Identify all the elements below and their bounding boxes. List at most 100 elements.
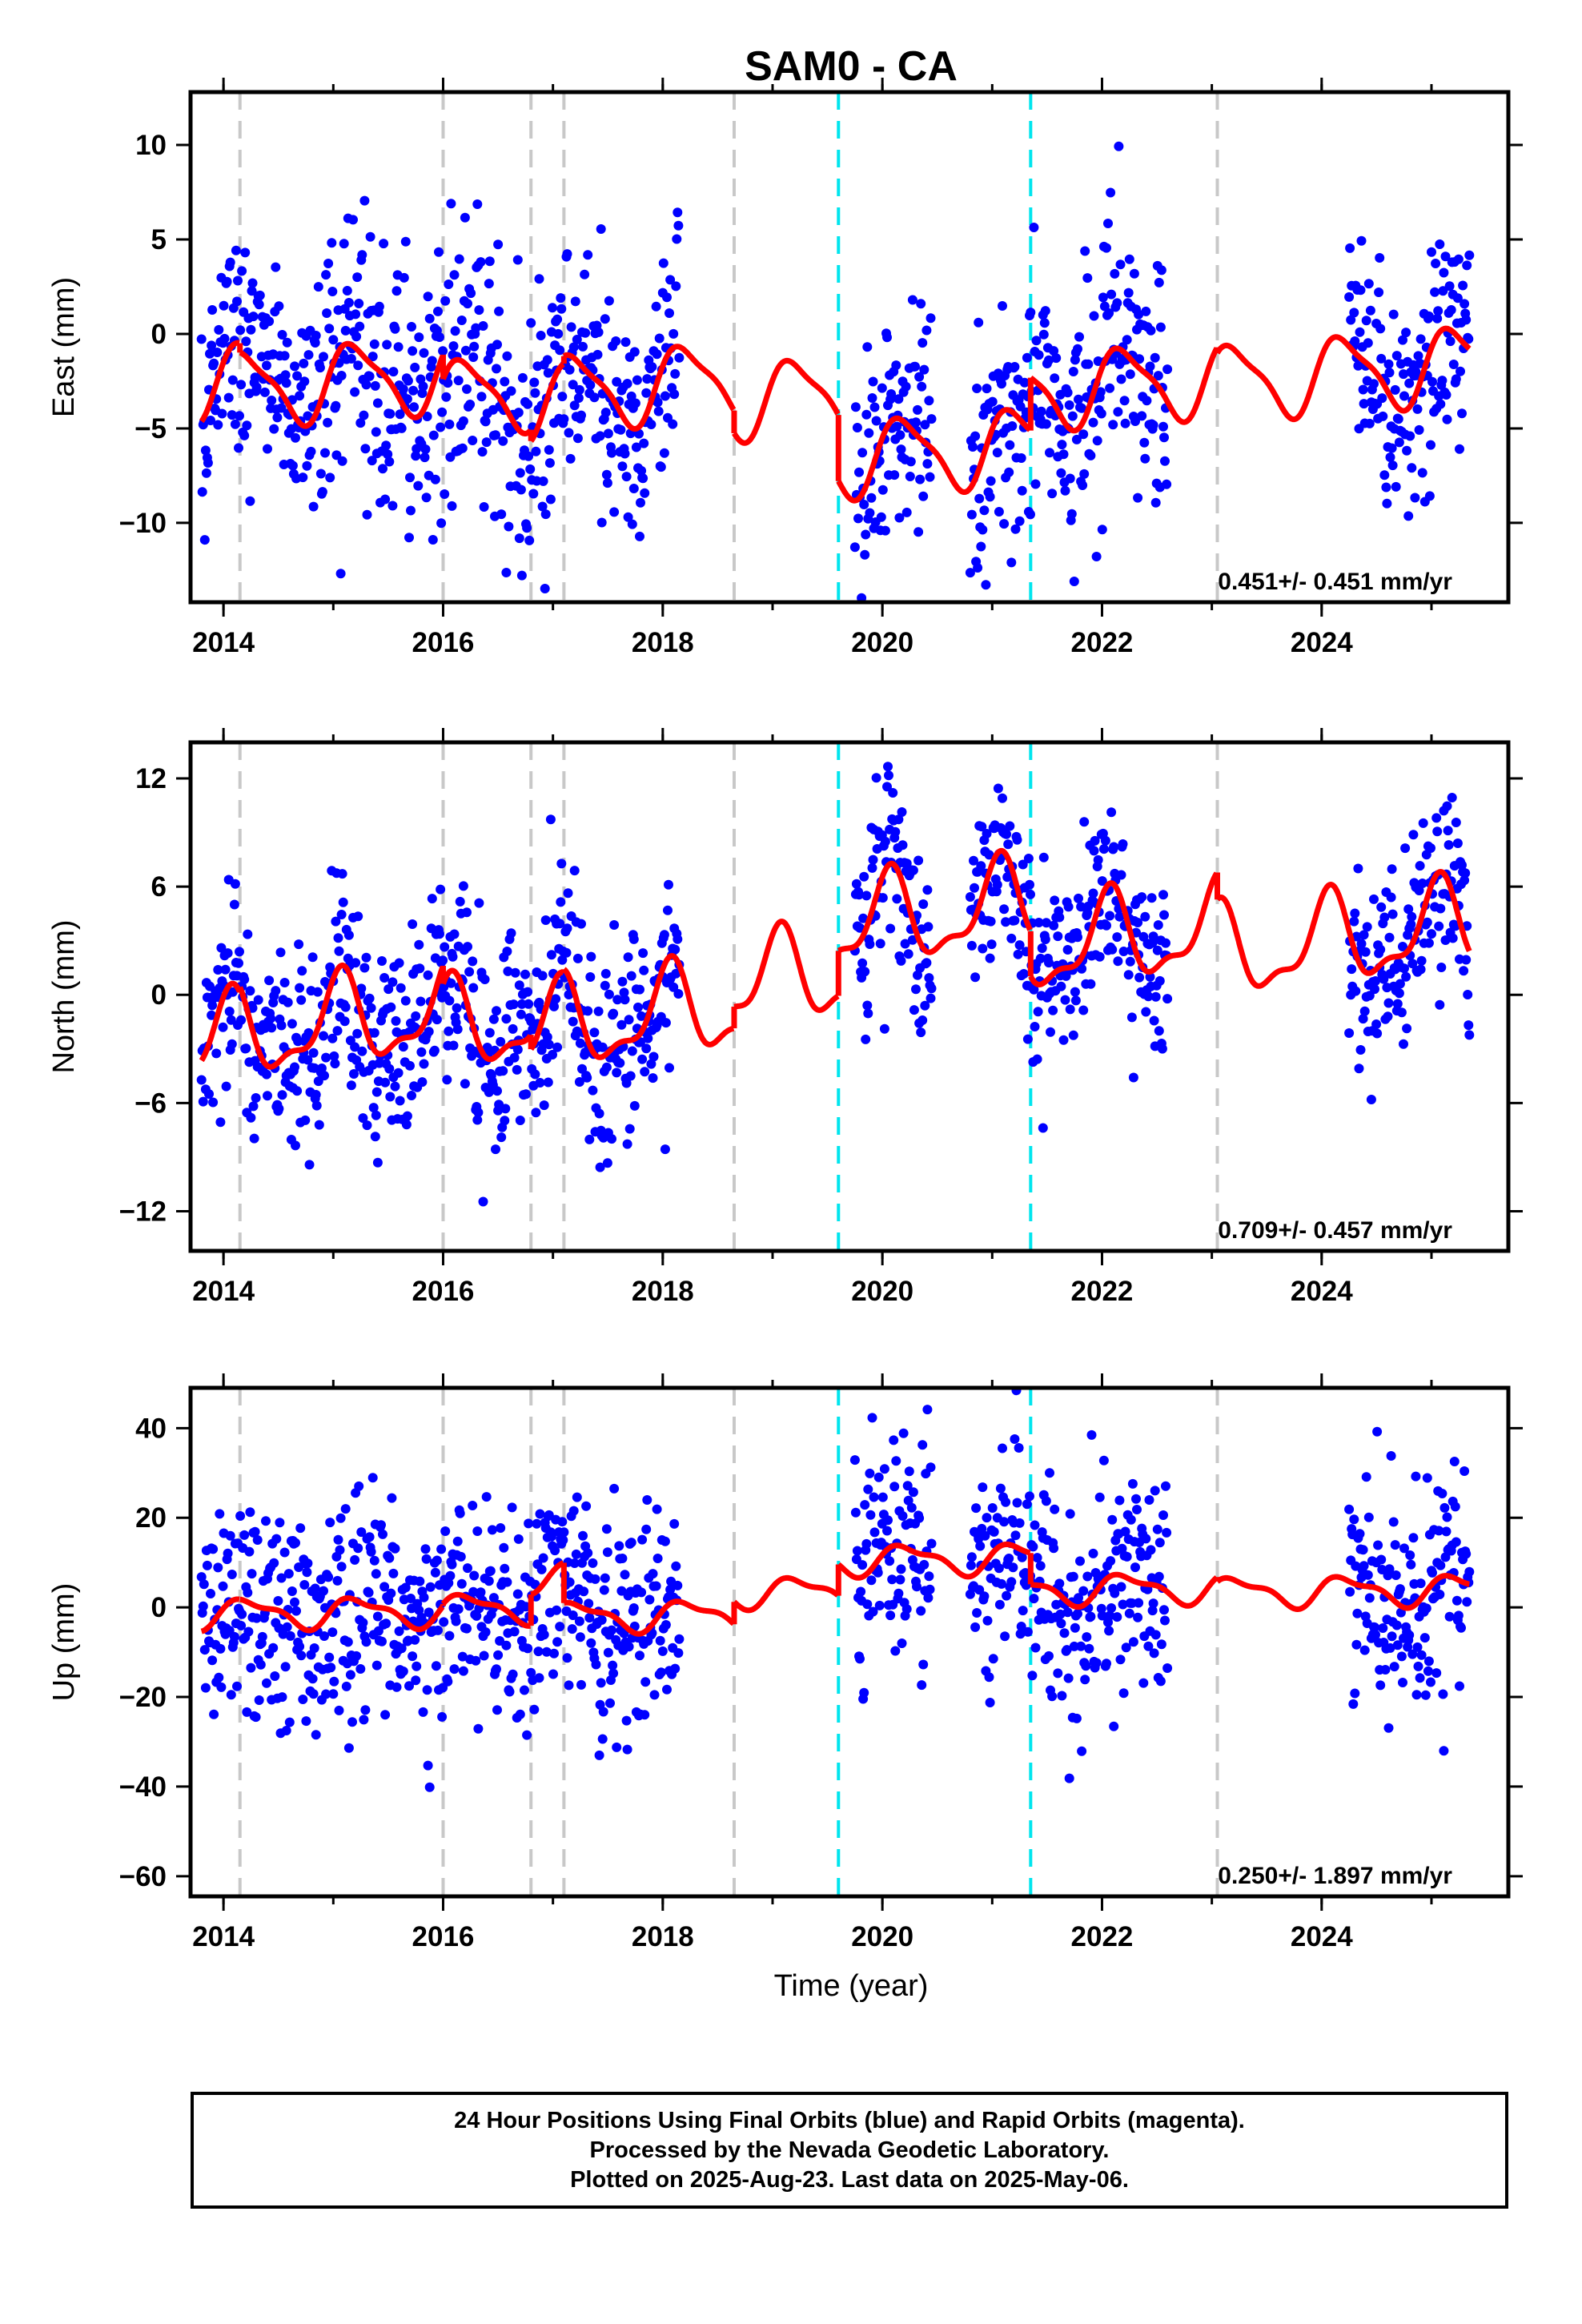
east-data-point bbox=[861, 529, 871, 540]
up-data-point bbox=[196, 1572, 207, 1582]
east-data-point bbox=[544, 444, 554, 455]
east-data-point bbox=[1071, 434, 1082, 444]
north-data-point bbox=[349, 1069, 359, 1079]
east-data-point bbox=[502, 351, 512, 361]
east-data-point bbox=[1078, 429, 1089, 440]
east-data-point bbox=[336, 371, 347, 380]
up-data-point bbox=[1146, 1545, 1156, 1555]
east-data-point bbox=[573, 393, 584, 403]
east-data-point bbox=[1464, 250, 1475, 260]
up-data-point bbox=[262, 1678, 271, 1688]
north-data-point bbox=[311, 1090, 321, 1100]
north-data-point bbox=[319, 1071, 329, 1081]
up-data-point bbox=[925, 1584, 935, 1594]
up-data-point bbox=[1391, 1620, 1402, 1630]
north-data-point bbox=[1415, 861, 1425, 871]
north-data-point bbox=[500, 1104, 511, 1114]
east-data-point bbox=[1431, 259, 1441, 268]
east-data-point bbox=[894, 513, 905, 523]
north-data-point bbox=[503, 966, 513, 976]
north-data-point bbox=[966, 940, 977, 951]
east-data-point bbox=[1401, 328, 1411, 338]
up-data-point bbox=[1070, 1622, 1080, 1633]
up-data-point bbox=[436, 1544, 447, 1554]
east-data-point bbox=[1137, 411, 1147, 421]
north-data-point bbox=[897, 840, 908, 850]
up-data-point bbox=[512, 1589, 523, 1599]
up-data-point bbox=[227, 1570, 237, 1579]
east-data-point bbox=[570, 296, 580, 307]
north-data-point bbox=[921, 958, 932, 968]
north-data-point bbox=[492, 1006, 501, 1016]
north-data-point bbox=[1427, 929, 1436, 939]
east-data-point bbox=[484, 256, 495, 267]
north-data-point bbox=[1094, 951, 1105, 962]
east-data-point bbox=[219, 333, 230, 344]
north-data-point bbox=[1050, 895, 1060, 906]
up-data-point bbox=[1404, 1630, 1415, 1640]
north-data-point bbox=[923, 922, 934, 932]
east-data-point bbox=[620, 337, 631, 348]
up-data-point bbox=[1456, 1622, 1466, 1633]
up-data-point bbox=[568, 1506, 579, 1516]
north-data-point bbox=[1133, 918, 1143, 927]
up-data-point bbox=[202, 1560, 212, 1570]
east-data-point bbox=[271, 262, 281, 272]
east-data-point bbox=[1439, 267, 1449, 278]
east-data-point bbox=[1122, 335, 1132, 345]
east-data-point bbox=[360, 444, 371, 454]
north-data-point bbox=[620, 995, 630, 1005]
north-data-point bbox=[343, 930, 354, 940]
east-data-point bbox=[230, 419, 240, 429]
east-data-point bbox=[585, 380, 596, 390]
east-data-point bbox=[905, 456, 916, 467]
up-data-point bbox=[546, 1531, 556, 1542]
up-data-point bbox=[1057, 1691, 1067, 1701]
north-data-point bbox=[568, 1016, 578, 1027]
north-data-point bbox=[1153, 920, 1163, 931]
up-data-point bbox=[421, 1554, 432, 1564]
north-data-point bbox=[1366, 1095, 1376, 1104]
north-data-point bbox=[296, 995, 307, 1005]
north-data-point bbox=[600, 968, 611, 979]
up-data-point bbox=[457, 1651, 468, 1662]
north-data-point bbox=[1353, 863, 1363, 874]
east-data-point bbox=[612, 376, 622, 387]
east-data-point bbox=[552, 314, 563, 324]
up-data-point bbox=[1438, 1689, 1448, 1699]
up-model-curve-segment bbox=[561, 1598, 737, 1637]
east-data-point bbox=[852, 423, 862, 432]
up-data-point bbox=[1427, 1567, 1437, 1578]
east-data-point bbox=[337, 456, 347, 466]
east-data-point bbox=[269, 424, 279, 434]
north-data-point bbox=[352, 1028, 363, 1039]
up-data-point bbox=[281, 1726, 291, 1735]
east-rate-annotation: 0.451+/- 0.451 mm/yr bbox=[1218, 569, 1452, 595]
up-data-point bbox=[496, 1523, 506, 1533]
east-data-point bbox=[322, 308, 332, 318]
north-data-point bbox=[371, 1087, 382, 1097]
east-data-point bbox=[660, 391, 670, 401]
east-data-point bbox=[327, 238, 337, 248]
up-data-point bbox=[239, 1530, 250, 1540]
east-data-point bbox=[251, 382, 262, 392]
east-data-point bbox=[444, 419, 455, 429]
up-data-point bbox=[1464, 1566, 1475, 1577]
north-data-point bbox=[506, 928, 516, 939]
east-data-point bbox=[367, 352, 378, 362]
north-data-point bbox=[484, 1087, 494, 1097]
up-data-point bbox=[603, 1647, 613, 1658]
north-data-point bbox=[395, 1096, 405, 1106]
east-data-point bbox=[440, 489, 450, 499]
north-data-point bbox=[514, 980, 524, 991]
east-data-point bbox=[339, 239, 349, 249]
north-data-point bbox=[401, 1120, 412, 1130]
north-data-point bbox=[423, 970, 433, 980]
north-data-point bbox=[290, 1062, 299, 1072]
up-data-point bbox=[1415, 1578, 1426, 1589]
east-x-tick-label: 2014 bbox=[192, 627, 255, 658]
up-data-point bbox=[473, 1723, 484, 1734]
north-data-point bbox=[1379, 974, 1389, 984]
north-data-point bbox=[294, 939, 304, 950]
north-data-point bbox=[865, 939, 875, 949]
